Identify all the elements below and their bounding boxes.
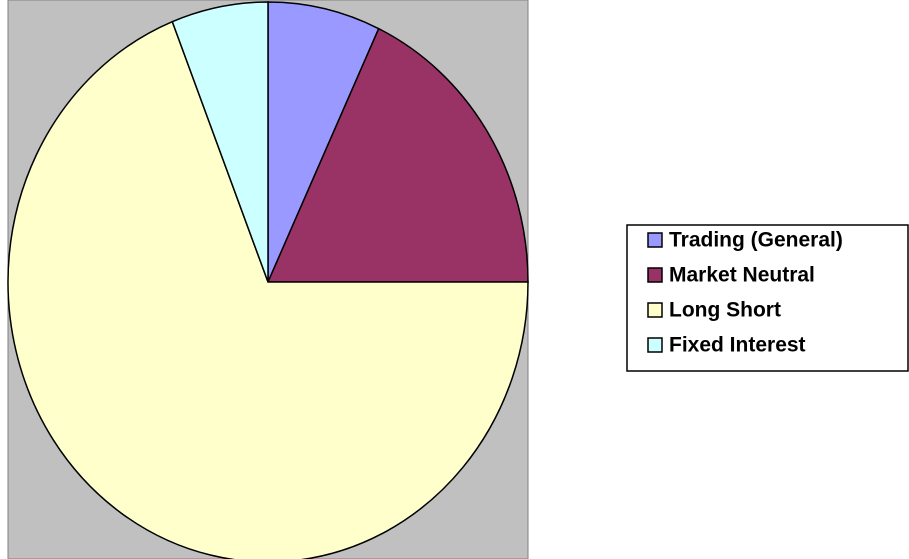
legend-label: Trading (General) <box>669 229 843 252</box>
legend-swatch <box>647 337 663 353</box>
legend-swatch <box>647 267 663 283</box>
legend-label: Market Neutral <box>669 264 815 287</box>
legend-swatch <box>647 232 663 248</box>
pie-slice <box>171 1 269 283</box>
pie <box>7 1 529 559</box>
pie-slice <box>7 20 529 559</box>
legend-label: Long Short <box>669 299 781 322</box>
legend-swatch <box>647 302 663 318</box>
legend-entries: Trading (General) Market Neutral Long Shor… <box>647 229 843 357</box>
pie-slice <box>267 1 380 283</box>
pie-slice <box>266 27 529 283</box>
legend-label: Fixed Interest <box>669 334 806 357</box>
legend <box>626 224 909 372</box>
